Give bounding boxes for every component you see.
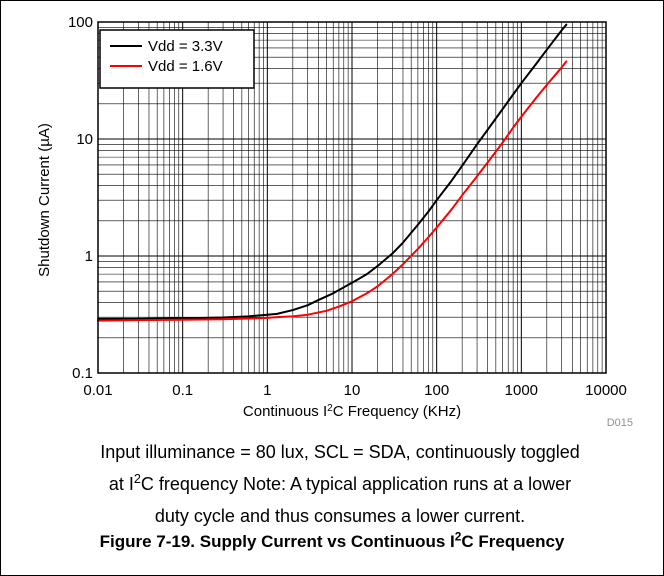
figure-code: D015 xyxy=(607,417,633,429)
legend-label-vdd-3v3: Vdd = 3.3V xyxy=(148,38,223,55)
caption-line-2: at I2C frequency Note: A typical applica… xyxy=(108,472,572,494)
y-tick-label: 1 xyxy=(85,248,93,265)
legend: Vdd = 3.3V Vdd = 1.6V xyxy=(99,29,255,89)
y-axis-title: Shutdown Current (µA) xyxy=(36,123,53,277)
x-tick-label: 100 xyxy=(424,382,449,399)
caption-line-1: Input illuminance = 80 lux, SCL = SDA, c… xyxy=(100,442,580,462)
major-gridlines xyxy=(98,22,606,373)
x-tick-label: 0.1 xyxy=(172,382,193,399)
series-line-0 xyxy=(97,23,568,320)
y-tick-labels: 0.1 1 10 100 xyxy=(68,14,93,382)
x-tick-label: 10000 xyxy=(585,382,627,399)
caption-note: Input illuminance = 80 lux, SCL = SDA, c… xyxy=(40,436,640,532)
plot-border xyxy=(97,21,607,374)
series-line-1 xyxy=(97,60,568,322)
x-tick-labels: 0.01 0.1 1 10 100 1000 10000 xyxy=(83,382,626,399)
legend-label-vdd-1v6: Vdd = 1.6V xyxy=(148,58,223,75)
caption-line-3: duty cycle and thus consumes a lower cur… xyxy=(154,506,526,526)
figure-title: Figure 7-19. Supply Current vs Continuou… xyxy=(99,529,565,551)
y-tick-label: 0.1 xyxy=(72,365,93,382)
y-tick-label: 10 xyxy=(76,131,93,148)
x-tick-label: 1000 xyxy=(505,382,538,399)
x-axis-title: Continuous I2C Frequency (KHz) xyxy=(243,403,461,421)
x-tick-label: 0.01 xyxy=(83,382,112,399)
y-tick-label: 100 xyxy=(68,14,93,31)
x-tick-label: 1 xyxy=(263,382,271,399)
series-lines xyxy=(97,23,568,322)
legend-box xyxy=(99,29,255,89)
x-tick-label: 10 xyxy=(344,382,361,399)
